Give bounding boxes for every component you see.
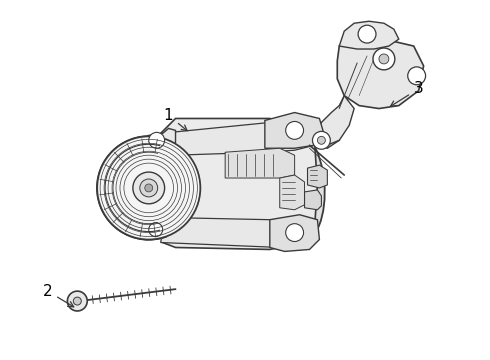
Polygon shape: [144, 129, 175, 150]
Ellipse shape: [265, 126, 325, 244]
Circle shape: [373, 48, 395, 70]
Circle shape: [318, 136, 325, 144]
Circle shape: [286, 224, 303, 242]
Circle shape: [408, 67, 426, 85]
Circle shape: [74, 297, 81, 305]
Circle shape: [379, 54, 389, 64]
Text: 3: 3: [391, 81, 423, 106]
Polygon shape: [161, 118, 318, 249]
Polygon shape: [265, 113, 324, 148]
Polygon shape: [308, 165, 327, 188]
Polygon shape: [225, 148, 294, 178]
Text: 1: 1: [164, 108, 187, 131]
Circle shape: [145, 184, 153, 192]
Circle shape: [68, 291, 87, 311]
Polygon shape: [161, 218, 315, 247]
Polygon shape: [305, 190, 321, 210]
Circle shape: [149, 223, 163, 237]
Polygon shape: [161, 121, 315, 155]
Circle shape: [313, 131, 330, 149]
Polygon shape: [280, 175, 305, 210]
Circle shape: [133, 172, 165, 204]
Text: 2: 2: [43, 284, 74, 307]
Circle shape: [286, 121, 303, 139]
Circle shape: [97, 136, 200, 239]
Circle shape: [358, 25, 376, 43]
Polygon shape: [339, 21, 399, 49]
Polygon shape: [315, 96, 354, 148]
Polygon shape: [270, 215, 319, 251]
Polygon shape: [144, 220, 169, 239]
Circle shape: [140, 179, 158, 197]
Circle shape: [149, 132, 165, 148]
Polygon shape: [337, 39, 424, 109]
